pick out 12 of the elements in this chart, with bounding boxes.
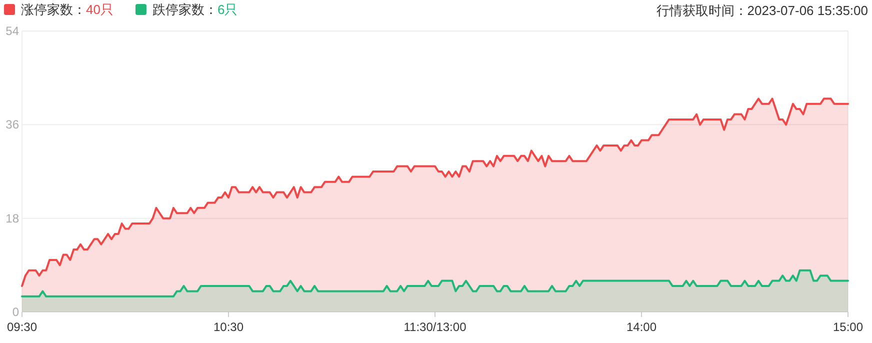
x-tick-label: 15:00 [832,320,864,334]
y-tick-label: 0 [12,305,20,319]
y-tick-label: 36 [6,118,20,132]
legend-label: 涨停家数：40只 [21,2,114,17]
x-tick-label: 14:00 [626,320,657,334]
legend-label: 跌停家数：6只 [152,2,238,17]
y-tick-label: 54 [6,24,20,38]
text: 行情获取时间：2023-07-06 15:35:00 [656,3,868,18]
x-tick-label: 09:30 [6,320,38,334]
x-tick-label: 10:30 [213,320,244,334]
y-tick-label: 18 [6,211,20,226]
x-tick-label: 11:30/13:00 [404,320,467,334]
